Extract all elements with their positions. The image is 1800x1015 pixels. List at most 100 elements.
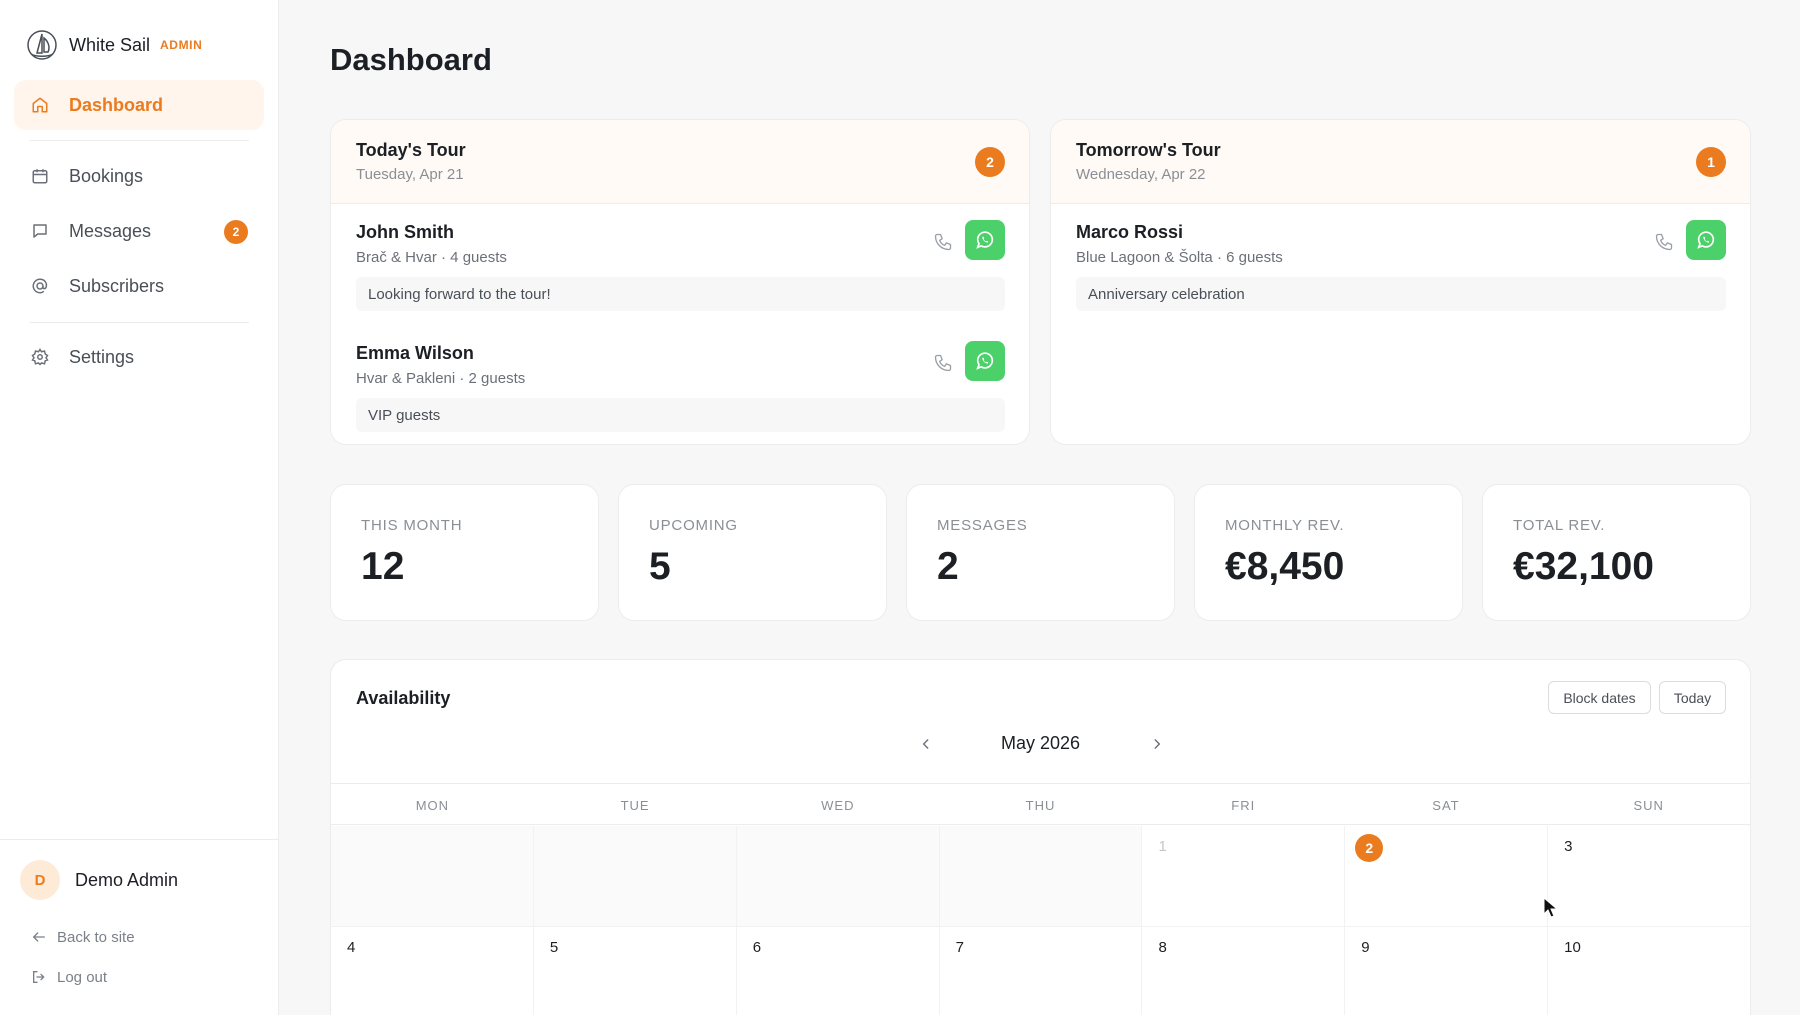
- messages-badge: 2: [224, 220, 248, 244]
- stat-label: UPCOMING: [649, 517, 738, 534]
- stat-label: TOTAL REV.: [1513, 517, 1606, 534]
- guest-item: Emma Wilson Hvar & Pakleni · 2 guests VI…: [356, 341, 1005, 433]
- mouse-cursor-icon: [1543, 897, 1559, 918]
- tour-title: Today's Tour: [356, 140, 466, 160]
- month-navigation: May 2026: [331, 728, 1750, 758]
- calendar-day[interactable]: 9: [1345, 927, 1549, 1015]
- calendar-icon: [30, 166, 50, 186]
- tour-count-badge: 1: [1696, 147, 1726, 177]
- stat-value: €8,450: [1225, 545, 1345, 588]
- calendar-day[interactable]: 8: [1142, 927, 1346, 1015]
- tour-date: Wednesday, Apr 22: [1076, 166, 1206, 183]
- day-number: 7: [955, 939, 964, 956]
- calendar-day[interactable]: 10: [1548, 927, 1750, 1015]
- month-label: May 2026: [1000, 733, 1081, 753]
- calendar-day[interactable]: 3: [1548, 826, 1750, 926]
- day-number: 10: [1564, 939, 1581, 956]
- stat-label: MONTHLY REV.: [1225, 517, 1345, 534]
- guest-item: Marco Rossi Blue Lagoon & Šolta · 6 gues…: [1076, 220, 1726, 312]
- gear-icon: [30, 347, 50, 367]
- tour-title: Tomorrow's Tour: [1076, 140, 1221, 160]
- page-title: Dashboard: [330, 42, 492, 77]
- weekday-label: SUN: [1633, 798, 1664, 813]
- weekday-label: MON: [415, 798, 450, 813]
- guest-note: Anniversary celebration: [1076, 277, 1726, 311]
- sidebar-item-label: Settings: [69, 346, 135, 367]
- user-profile[interactable]: D Demo Admin: [20, 860, 178, 900]
- calendar-week: 1 2 3: [331, 826, 1750, 926]
- nav-divider: [30, 140, 249, 141]
- back-to-site-label: Back to site: [57, 928, 135, 946]
- guest-meta: Brač & Hvar · 4 guests: [356, 249, 507, 266]
- today-button[interactable]: Today: [1659, 681, 1726, 714]
- nav-divider: [30, 322, 249, 323]
- sidebar-item-label: Bookings: [69, 165, 144, 186]
- calendar-day[interactable]: 5: [534, 927, 737, 1015]
- whatsapp-icon[interactable]: [965, 341, 1005, 381]
- tour-date: Tuesday, Apr 21: [356, 166, 464, 183]
- sailboat-icon: [25, 28, 59, 62]
- sidebar-item-messages[interactable]: Messages 2: [14, 206, 264, 256]
- whatsapp-icon[interactable]: [1686, 220, 1726, 260]
- weekday-label: FRI: [1231, 798, 1256, 813]
- calendar-day-today[interactable]: 2: [1345, 826, 1549, 926]
- day-number: 5: [549, 939, 559, 956]
- stat-label: THIS MONTH: [361, 517, 463, 534]
- at-sign-icon: [30, 276, 50, 296]
- brand-tag: ADMIN: [160, 38, 203, 52]
- guest-meta: Blue Lagoon & Šolta · 6 guests: [1076, 249, 1283, 266]
- availability-title: Availability: [356, 688, 451, 708]
- weekday-label: THU: [1025, 798, 1056, 813]
- calendar-day[interactable]: 4: [331, 927, 534, 1015]
- chevron-right-icon[interactable]: [1145, 732, 1169, 756]
- logout-label: Log out: [57, 968, 108, 986]
- stat-value: €32,100: [1513, 545, 1654, 588]
- day-number: 9: [1361, 939, 1370, 956]
- sidebar-item-label: Messages: [69, 220, 152, 241]
- day-number: 1: [1158, 838, 1167, 855]
- sidebar-item-subscribers[interactable]: Subscribers: [14, 261, 264, 311]
- block-dates-button[interactable]: Block dates: [1548, 681, 1651, 714]
- tomorrows-tour-card: Tomorrow's Tour Wednesday, Apr 22 1 Marc…: [1050, 119, 1751, 445]
- day-number: 3: [1564, 838, 1573, 855]
- stat-value: 2: [937, 545, 959, 588]
- back-to-site-link[interactable]: Back to site: [30, 928, 135, 946]
- calendar-week: 4 5 6 7 8 9 10: [331, 926, 1750, 1015]
- calendar-day[interactable]: 7: [940, 927, 1143, 1015]
- sidebar-item-label: Subscribers: [69, 275, 165, 296]
- phone-icon[interactable]: [931, 351, 955, 375]
- day-number: 2: [1355, 834, 1384, 862]
- logout-link[interactable]: Log out: [30, 968, 107, 986]
- guest-name: Marco Rossi: [1076, 222, 1184, 242]
- tour-header: Tomorrow's Tour Wednesday, Apr 22 1: [1051, 120, 1750, 204]
- calendar-day-empty: [533, 826, 737, 926]
- calendar-day[interactable]: 6: [737, 927, 940, 1015]
- sidebar-footer: D Demo Admin Back to site Log out: [0, 839, 279, 1015]
- calendar-day[interactable]: 1: [1142, 826, 1346, 926]
- weekday-label: TUE: [620, 798, 650, 813]
- sidebar-item-bookings[interactable]: Bookings: [14, 151, 264, 201]
- sidebar-item-label: Dashboard: [69, 94, 164, 115]
- guest-note: VIP guests: [356, 398, 1005, 432]
- day-number: 4: [347, 939, 356, 956]
- phone-icon[interactable]: [931, 230, 955, 254]
- weekday-label: SAT: [1432, 798, 1460, 813]
- phone-icon[interactable]: [1652, 230, 1676, 254]
- availability-card: Availability Block dates Today May 2026 …: [330, 659, 1751, 1015]
- sidebar-item-dashboard[interactable]: Dashboard: [14, 80, 264, 130]
- tour-count-badge: 2: [975, 147, 1005, 177]
- calendar-weekdays: MON TUE WED THU FRI SAT SUN: [331, 783, 1750, 825]
- stat-card-upcoming: UPCOMING 5: [618, 484, 887, 621]
- calendar-day-empty: [331, 826, 534, 926]
- avatar: D: [20, 860, 60, 900]
- brand-name: White Sail: [69, 34, 151, 55]
- whatsapp-icon[interactable]: [965, 220, 1005, 260]
- stat-card-total-revenue: TOTAL REV. €32,100: [1482, 484, 1751, 621]
- brand[interactable]: White Sail ADMIN: [25, 28, 202, 62]
- chevron-left-icon[interactable]: [914, 732, 938, 756]
- guest-item: John Smith Brač & Hvar · 4 guests Lookin…: [356, 220, 1005, 312]
- stat-value: 12: [361, 545, 405, 588]
- stat-card-messages: MESSAGES 2: [906, 484, 1175, 621]
- weekday-label: WED: [821, 798, 855, 813]
- sidebar-item-settings[interactable]: Settings: [14, 332, 264, 382]
